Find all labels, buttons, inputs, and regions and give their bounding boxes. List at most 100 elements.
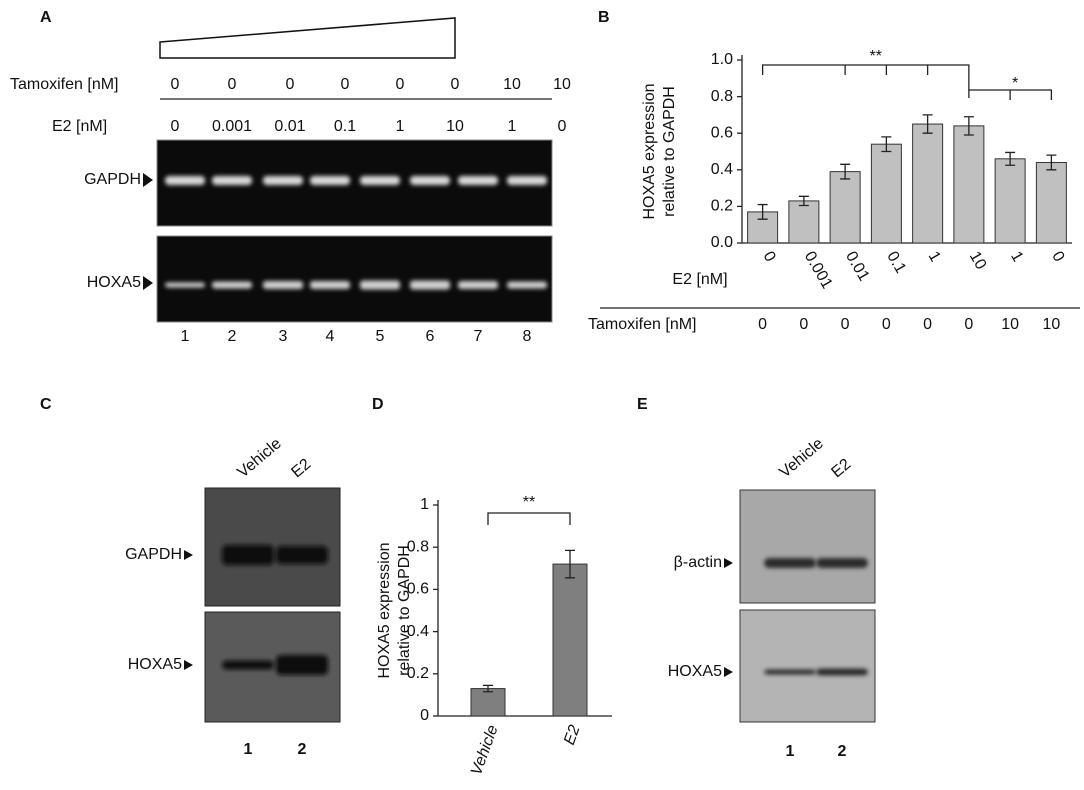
y-tick-label: 0.2 — [711, 198, 733, 215]
panel-label: A — [40, 9, 52, 26]
bracket — [968, 89, 1053, 100]
bracket — [761, 64, 970, 90]
tamoxifen-value: 0 — [396, 76, 405, 93]
y-tick-label: 0.0 — [711, 234, 733, 251]
lane-number: 8 — [523, 328, 532, 345]
arrow — [724, 558, 733, 568]
y-axis-label: HOXA5 expression — [641, 83, 658, 219]
tamoxifen-value: 0 — [171, 76, 180, 93]
e2-value: 0.001 — [212, 118, 252, 135]
x-tick-label: 0.001 — [801, 249, 836, 292]
e2-value: 0.01 — [274, 118, 305, 135]
x-tick-label: 1 — [924, 249, 943, 265]
bar — [552, 563, 588, 717]
panel-label: C — [40, 396, 52, 413]
arrow — [724, 667, 733, 677]
y-tick-label: 0.6 — [407, 581, 429, 598]
lane-number: 2 — [228, 328, 237, 345]
lane-number: 3 — [279, 328, 288, 345]
secondary-tick-label: 0 — [841, 316, 850, 333]
annotation: ** — [523, 494, 535, 511]
band — [816, 668, 868, 676]
y-tick-label: 0.8 — [407, 538, 429, 555]
x-tick-label: 0 — [1048, 249, 1067, 265]
secondary-tick-label: 0 — [799, 316, 808, 333]
lane-number: 7 — [474, 328, 483, 345]
error-bar — [963, 116, 974, 136]
row-label: E2 [nM] — [672, 271, 727, 288]
tamoxifen-value: 0 — [228, 76, 237, 93]
band — [360, 176, 400, 185]
y-tick-label: 0.2 — [407, 665, 429, 682]
arrow — [143, 276, 153, 290]
row-label: E2 [nM] — [52, 118, 107, 135]
band-label: GAPDH — [125, 546, 182, 563]
bar — [953, 125, 985, 244]
band — [263, 176, 303, 185]
panel-label: E — [637, 396, 648, 413]
bar — [994, 158, 1026, 244]
y-tick-label: 0.4 — [711, 161, 733, 178]
secondary-tick-label: 10 — [1042, 316, 1060, 333]
band-label: GAPDH — [84, 171, 141, 188]
bar — [829, 171, 861, 244]
band — [165, 176, 205, 185]
bar — [1035, 161, 1067, 244]
gel — [739, 489, 876, 604]
e2-value: 1 — [508, 118, 517, 135]
x-tick-label: 10 — [966, 249, 990, 273]
band — [276, 655, 328, 675]
band — [212, 176, 252, 185]
bar — [870, 143, 902, 244]
gel — [739, 609, 876, 723]
tamoxifen-value: 10 — [503, 76, 521, 93]
secondary-tick-label: 0 — [882, 316, 891, 333]
bracket — [487, 512, 571, 525]
band — [458, 281, 498, 289]
lane-number: 1 — [786, 743, 795, 760]
band — [458, 176, 498, 185]
secondary-tick-label: 0 — [758, 316, 767, 333]
band — [222, 660, 274, 670]
y-tick-label: 0.4 — [407, 623, 429, 640]
x-tick-label: 1 — [1007, 249, 1026, 265]
band — [764, 558, 816, 568]
error-bar — [757, 203, 768, 220]
band — [165, 282, 205, 288]
panel-label: B — [598, 9, 610, 26]
gel — [156, 235, 553, 323]
band-label: HOXA5 — [668, 663, 722, 680]
arrow — [184, 550, 193, 560]
y-axis-label: relative to GAPDH — [396, 545, 413, 676]
band — [276, 546, 328, 564]
y-tick-label: 0.6 — [711, 124, 733, 141]
lane-label: E2 — [288, 456, 314, 482]
lane-number: 1 — [181, 328, 190, 345]
band — [310, 281, 350, 289]
band — [360, 280, 400, 290]
band-label: HOXA5 — [128, 656, 182, 673]
band — [410, 176, 450, 185]
error-bar — [483, 684, 493, 693]
annotation: * — [1012, 75, 1018, 92]
row-label: Tamoxifen [nM] — [588, 316, 696, 333]
y-tick-label: 0 — [420, 707, 429, 724]
band — [507, 281, 547, 289]
band — [410, 280, 450, 290]
error-bar — [1046, 154, 1057, 171]
e2-value: 0 — [171, 118, 180, 135]
secondary-tick-label: 0 — [964, 316, 973, 333]
secondary-tick-label: 10 — [1001, 316, 1019, 333]
lane-number: 4 — [326, 328, 335, 345]
y-axis-label: HOXA5 expression — [376, 542, 393, 678]
band-label: HOXA5 — [87, 274, 141, 291]
error-bar — [922, 114, 933, 134]
tamoxifen-value: 0 — [341, 76, 350, 93]
band — [222, 545, 274, 565]
x-tick-label: 0 — [759, 249, 778, 265]
arrow — [143, 173, 153, 187]
band — [764, 669, 816, 675]
bar — [912, 123, 944, 244]
band-label: β-actin — [674, 554, 722, 571]
